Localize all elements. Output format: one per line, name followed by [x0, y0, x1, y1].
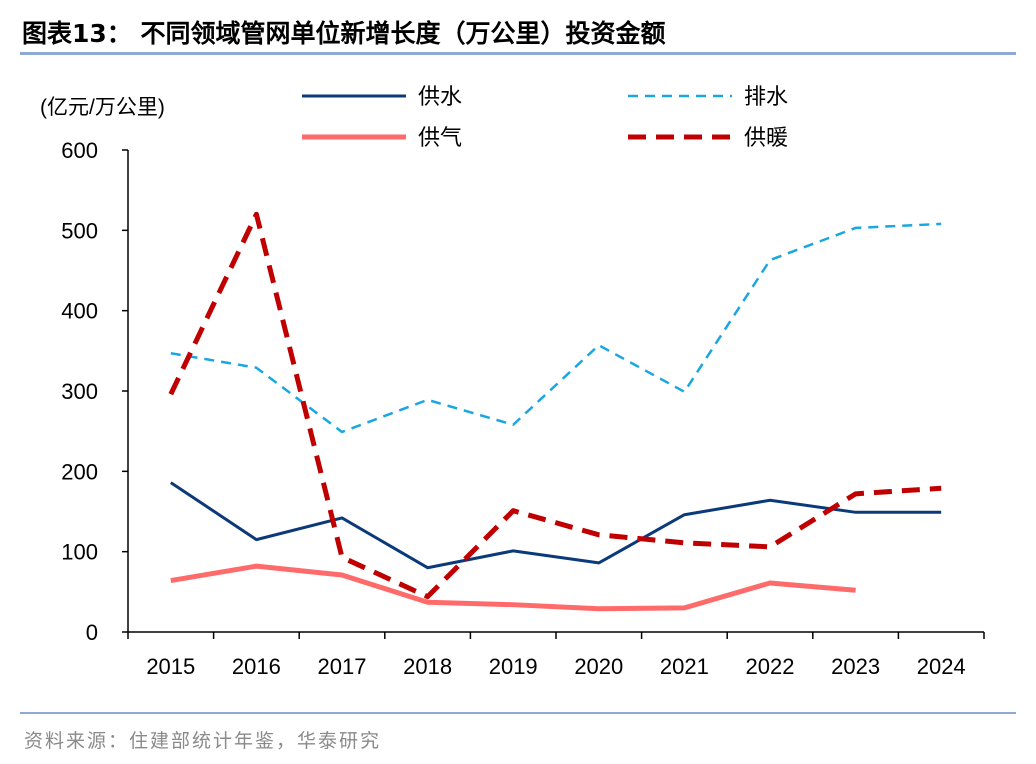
series-line-供暖	[168, 211, 942, 600]
y-axis-label: (亿元/万公里)	[40, 96, 165, 119]
y-tick-label: 300	[61, 379, 98, 404]
y-tick-label: 500	[61, 218, 98, 243]
legend-label: 排水	[744, 84, 788, 109]
legend-label: 供气	[418, 125, 462, 150]
source-note: 资料来源：住建部统计年鉴，华泰研究	[24, 730, 382, 752]
y-tick-label: 200	[61, 459, 98, 484]
y-tick-label: 400	[61, 299, 98, 324]
x-tick-label: 2023	[831, 654, 880, 679]
x-tick-label: 2015	[146, 654, 195, 679]
x-tick-label: 2019	[489, 654, 538, 679]
series-line-供水	[169, 481, 942, 570]
series-line-供气	[170, 563, 856, 612]
x-tick-label: 2016	[232, 654, 281, 679]
y-tick-label: 0	[86, 620, 98, 645]
x-tick-label: 2022	[746, 654, 795, 679]
series-line-排水	[170, 222, 942, 434]
source-divider	[20, 712, 1016, 714]
x-tick-label: 2017	[318, 654, 367, 679]
y-tick-label: 600	[61, 138, 98, 163]
figure-title: 图表13： 不同领域管网单位新增长度（万公里）投资金额	[22, 19, 666, 48]
x-tick-label: 2021	[660, 654, 709, 679]
x-tick-label: 2024	[917, 654, 966, 679]
x-tick-label: 2020	[574, 654, 623, 679]
y-tick-label: 100	[61, 540, 98, 565]
title-divider	[20, 52, 1016, 55]
legend-label: 供水	[418, 84, 462, 109]
x-tick-label: 2018	[403, 654, 452, 679]
legend-label: 供暖	[744, 125, 788, 150]
